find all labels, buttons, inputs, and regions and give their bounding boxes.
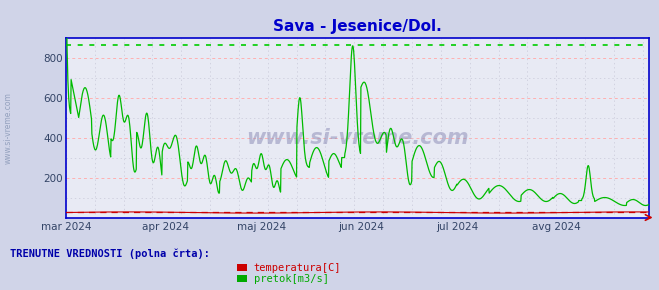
Text: pretok[m3/s]: pretok[m3/s] <box>254 274 329 284</box>
Text: TRENUTNE VREDNOSTI (polna črta):: TRENUTNE VREDNOSTI (polna črta): <box>10 248 210 259</box>
Text: www.si-vreme.com: www.si-vreme.com <box>4 92 13 164</box>
Title: Sava - Jesenice/Dol.: Sava - Jesenice/Dol. <box>273 19 442 34</box>
Text: temperatura[C]: temperatura[C] <box>254 263 341 273</box>
Text: www.si-vreme.com: www.si-vreme.com <box>246 128 469 148</box>
